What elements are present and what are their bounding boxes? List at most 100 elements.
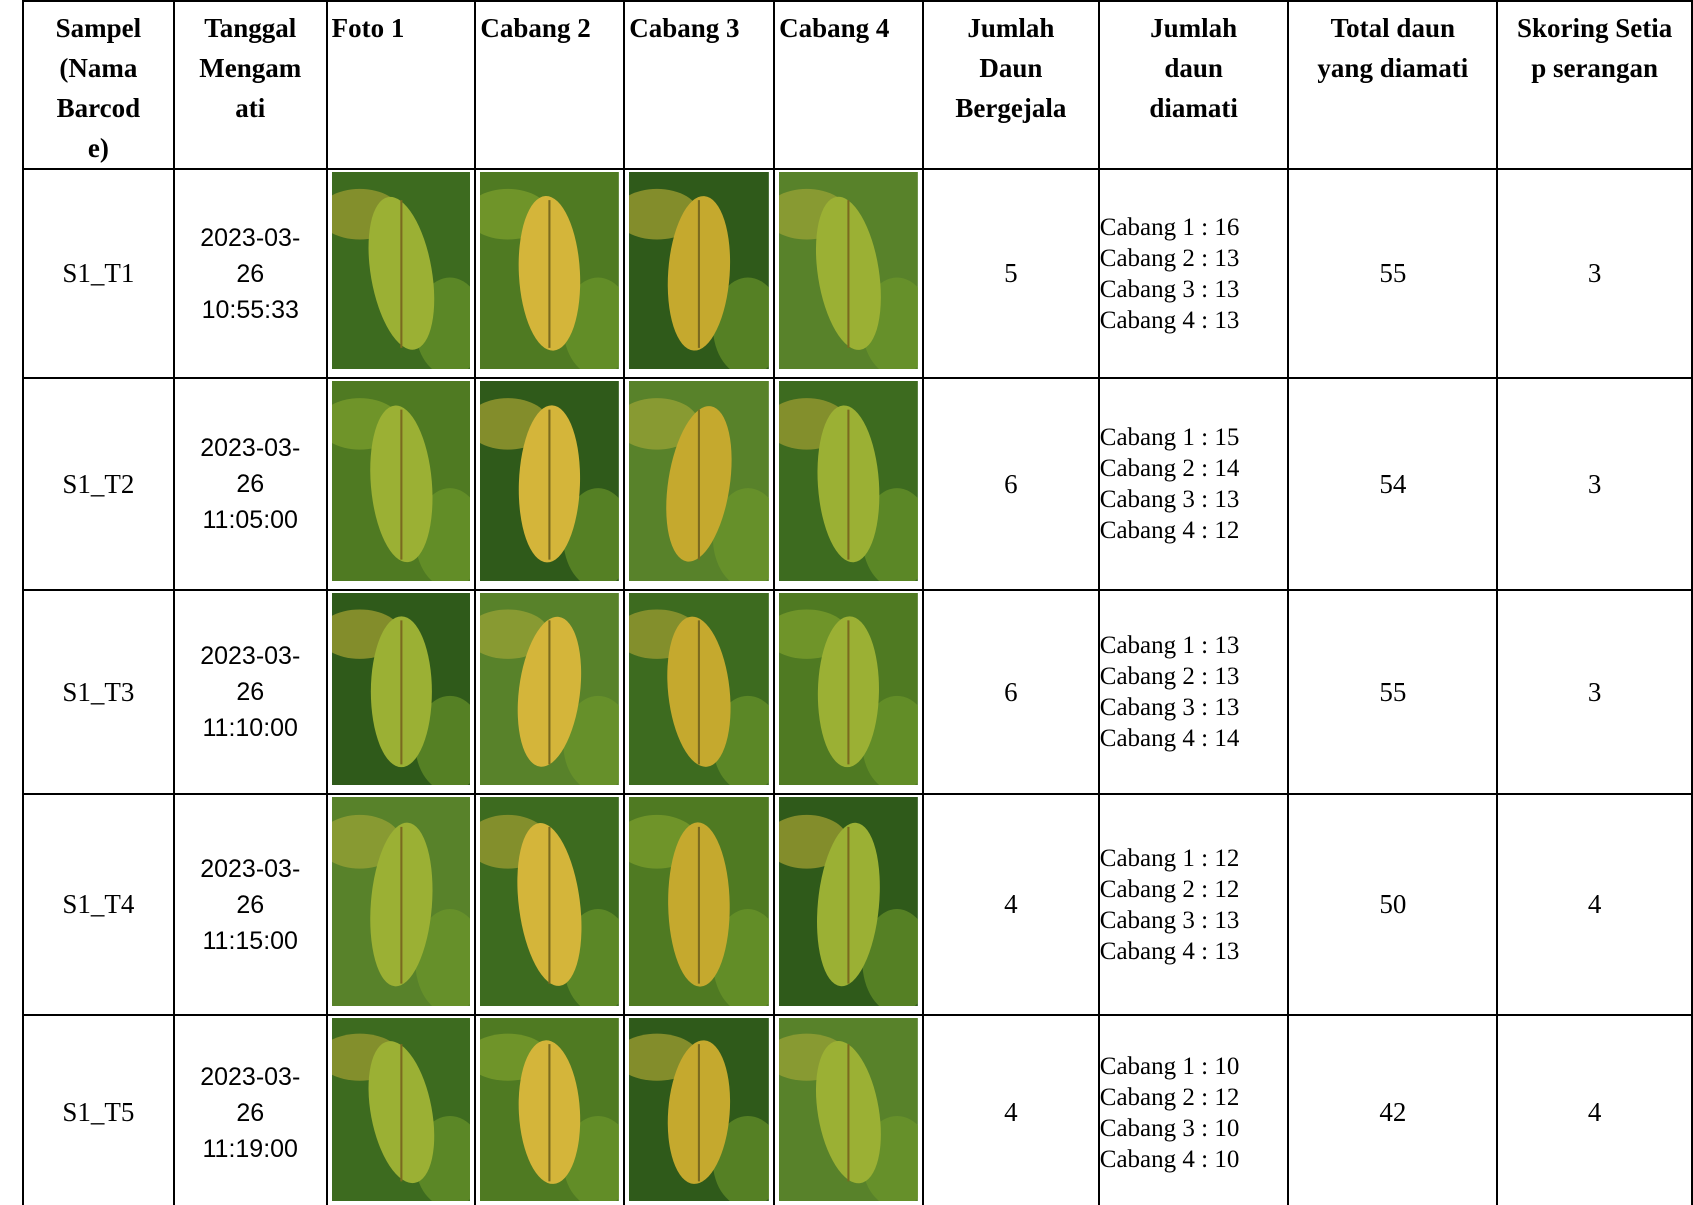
leaf-photo bbox=[331, 172, 471, 369]
photo-cell bbox=[474, 589, 626, 795]
date-line: 26 bbox=[236, 1098, 265, 1127]
header-line: yang diamati bbox=[1317, 53, 1469, 83]
leaf-photo bbox=[629, 593, 770, 785]
leaf-photo bbox=[779, 593, 918, 785]
header-line: diamati bbox=[1149, 93, 1238, 123]
leaf-photo bbox=[629, 172, 770, 369]
date-line: 26 bbox=[236, 470, 265, 498]
header-line: Jumlah bbox=[1150, 13, 1238, 43]
photo-cell bbox=[623, 793, 776, 1016]
score-cell: 3 bbox=[1496, 168, 1693, 379]
total-cell: 55 bbox=[1287, 589, 1499, 795]
date-line: 11:15:00 bbox=[202, 926, 298, 955]
photo-graphic bbox=[331, 1018, 471, 1201]
total-cell: 54 bbox=[1287, 377, 1499, 591]
photo-graphic bbox=[629, 381, 770, 581]
leaf-photo bbox=[779, 1018, 918, 1201]
symptomatic-cell: 6 bbox=[921, 377, 1100, 591]
header-cell: Cabang 2 bbox=[474, 0, 626, 170]
date-line: 2023-03- bbox=[200, 642, 301, 670]
sample-cell: S1_T1 bbox=[22, 168, 175, 379]
leaf-photo bbox=[779, 381, 918, 581]
photo-cell bbox=[773, 1014, 924, 1205]
date-cell: 2023-03- 26 11:05:00 bbox=[172, 377, 328, 591]
observed-line: Cabang 4 : 10 bbox=[1099, 1145, 1240, 1173]
header-line: Total daun bbox=[1330, 13, 1455, 43]
date-line: 2023-03- bbox=[200, 223, 301, 252]
photo-graphic bbox=[480, 1018, 620, 1201]
date-line: 11:19:00 bbox=[202, 1134, 298, 1163]
photo-cell bbox=[623, 168, 776, 379]
table-row: S1_T4 2023-03- 26 11:15:00 4 Cabang 1 : 12 Cab… bbox=[22, 793, 1693, 1016]
observed-line: Cabang 2 : 12 bbox=[1099, 875, 1240, 903]
total-cell: 42 bbox=[1287, 1014, 1499, 1205]
photo-cell bbox=[623, 589, 776, 795]
score-cell: 3 bbox=[1496, 589, 1693, 795]
sample-cell: S1_T5 bbox=[22, 1014, 175, 1205]
symptomatic-cell: 6 bbox=[921, 589, 1100, 795]
observed-line: Cabang 4 : 14 bbox=[1099, 725, 1240, 752]
header-cell: Foto 1 bbox=[325, 0, 477, 170]
header-cell: Tanggal Mengam ati bbox=[172, 0, 328, 170]
header-cell: Skoring Setia p serangan bbox=[1496, 0, 1693, 170]
table-row: S1_T5 2023-03- 26 11:19:00 4 Cabang 1 : 10 Cab… bbox=[22, 1014, 1693, 1205]
photo-cell bbox=[623, 377, 776, 591]
photo-graphic bbox=[331, 381, 471, 581]
photo-cell bbox=[474, 793, 626, 1016]
date-line: 26 bbox=[236, 678, 265, 706]
photo-graphic bbox=[331, 797, 471, 1006]
table-row: S1_T2 2023-03- 26 11:05:00 6 Cabang 1 : 15 Cab… bbox=[22, 377, 1693, 591]
photo-cell bbox=[474, 377, 626, 591]
leaf-photo bbox=[331, 1018, 471, 1201]
observed-line: Cabang 2 : 12 bbox=[1099, 1083, 1240, 1111]
score-cell: 4 bbox=[1496, 793, 1693, 1016]
leaf-photo bbox=[331, 593, 471, 785]
observed-line: Cabang 1 : 15 bbox=[1099, 424, 1240, 451]
header-cell: Sampel (Nama Barcod e) bbox=[22, 0, 175, 170]
photo-graphic bbox=[779, 1018, 918, 1201]
photo-cell bbox=[325, 589, 477, 795]
header-line: Cabang 4 bbox=[779, 13, 890, 43]
photo-graphic bbox=[779, 381, 918, 581]
leaf-photo bbox=[331, 797, 471, 1006]
photo-cell bbox=[474, 168, 626, 379]
photo-graphic bbox=[331, 593, 471, 785]
table-row: S1_T3 2023-03- 26 11:10:00 6 Cabang 1 : 13 Cab… bbox=[22, 589, 1693, 795]
header-line: Bergejala bbox=[955, 93, 1067, 123]
leaf-photo bbox=[480, 172, 620, 369]
date-cell: 2023-03- 26 10:55:33 bbox=[172, 168, 328, 379]
photo-graphic bbox=[629, 1018, 770, 1201]
observed-line: Cabang 1 : 16 bbox=[1099, 213, 1240, 241]
header-line: Sampel bbox=[55, 13, 142, 43]
photo-graphic bbox=[480, 797, 620, 1006]
header-line: e) bbox=[87, 133, 109, 163]
observed-line: Cabang 4 : 13 bbox=[1099, 937, 1240, 965]
observed-cell: Cabang 1 : 12 Cabang 2 : 12 Cabang 3 : 13 C… bbox=[1097, 793, 1290, 1016]
observed-cell: Cabang 1 : 10 Cabang 2 : 12 Cabang 3 : 10 C… bbox=[1097, 1014, 1290, 1205]
header-line: p serangan bbox=[1531, 53, 1658, 83]
observed-cell: Cabang 1 : 16 Cabang 2 : 13 Cabang 3 : 13 C… bbox=[1097, 168, 1290, 379]
score-cell: 3 bbox=[1496, 377, 1693, 591]
photo-cell bbox=[773, 377, 924, 591]
photo-graphic bbox=[779, 593, 918, 785]
header-line: Jumlah bbox=[967, 13, 1055, 43]
photo-graphic bbox=[480, 381, 620, 581]
sample-cell: S1_T2 bbox=[22, 377, 175, 591]
photo-graphic bbox=[629, 172, 770, 369]
observed-line: Cabang 3 : 10 bbox=[1099, 1114, 1240, 1142]
leaf-photo bbox=[480, 381, 620, 581]
header-line: Cabang 3 bbox=[629, 13, 740, 43]
header-line: Cabang 2 bbox=[480, 13, 591, 43]
photo-graphic bbox=[480, 593, 620, 785]
observed-line: Cabang 3 : 13 bbox=[1099, 906, 1240, 934]
photo-cell bbox=[623, 1014, 776, 1205]
header-cell: Jumlah Daun Bergejala bbox=[921, 0, 1100, 170]
observed-cell: Cabang 1 : 13 Cabang 2 : 13 Cabang 3 : 13 C… bbox=[1097, 589, 1290, 795]
photo-cell bbox=[325, 168, 477, 379]
photo-graphic bbox=[331, 172, 471, 369]
observed-line: Cabang 3 : 13 bbox=[1099, 486, 1240, 513]
observed-line: Cabang 3 : 13 bbox=[1099, 694, 1240, 721]
header-line: daun bbox=[1164, 53, 1223, 83]
photo-cell bbox=[325, 1014, 477, 1205]
observed-line: Cabang 4 : 12 bbox=[1099, 517, 1240, 544]
